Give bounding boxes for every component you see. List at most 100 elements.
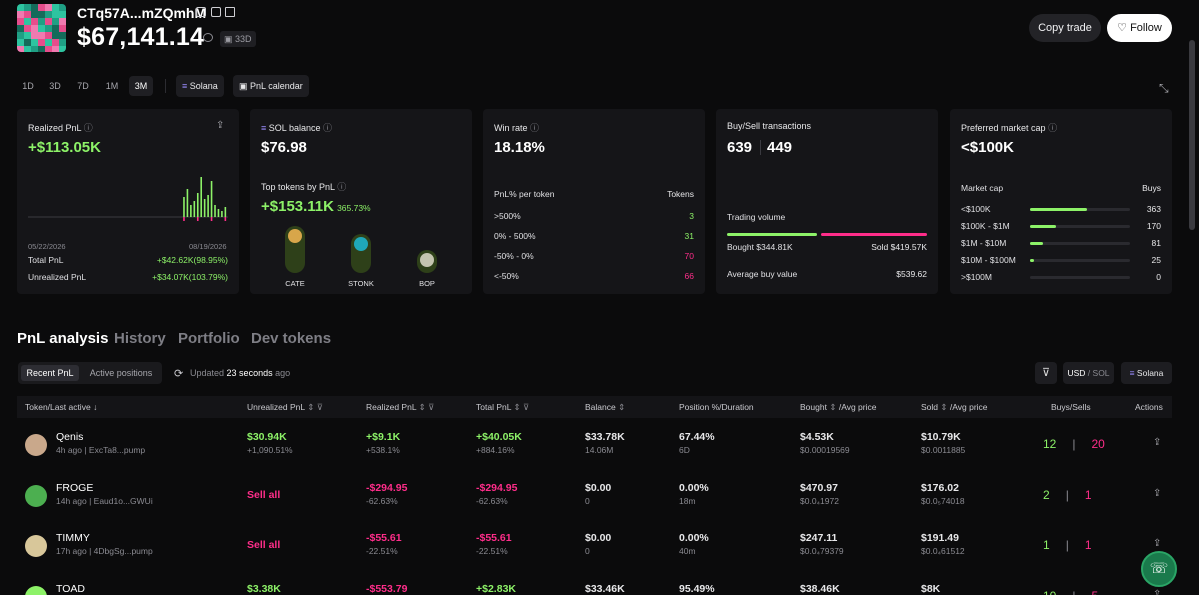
total-pnl-value: +$40.05K	[476, 431, 522, 443]
sold-volume: Sold $419.57K	[871, 242, 927, 252]
position-value: 95.49%	[679, 582, 715, 595]
tab-dev-tokens[interactable]: Dev tokens	[251, 330, 332, 347]
col-realized[interactable]: Realized PnL ⇕ ⊽	[366, 402, 435, 412]
bought-value: $470.97	[800, 481, 838, 494]
mcap-row-label: $100K - $1M	[961, 221, 1010, 231]
position: 95.49%	[679, 583, 715, 595]
collapse-icon[interactable]: ⤡	[1159, 81, 1169, 95]
share-icon[interactable]: ⇪	[1153, 437, 1162, 448]
total-pnl-value: +$42.62K(98.95%)	[156, 255, 228, 265]
tab-history[interactable]: History	[114, 330, 166, 347]
wallet-avatar	[17, 4, 66, 52]
col-total[interactable]: Total PnL ⇕ ⊽	[476, 402, 530, 412]
token-info[interactable]: FROGE 14h ago | Eaud1o...GWUi	[56, 482, 153, 506]
sold-value: $176.02	[921, 481, 959, 494]
external-link-icon[interactable]	[225, 7, 235, 17]
table-row[interactable]: TOAD $3.38K -$553.79 +$2.83K $33.46K 95.49% $3…	[17, 572, 1172, 595]
period-1m[interactable]: 1M	[105, 81, 119, 91]
position: 67.44% 6D	[679, 431, 715, 455]
page-scrollbar[interactable]	[1189, 40, 1195, 230]
edit-icon[interactable]	[196, 7, 206, 17]
pnl-calendar-button[interactable]: ▣ PnL calendar	[233, 75, 309, 97]
winrate-row-value: 70	[684, 251, 694, 261]
days-badge: ▣ 33D	[220, 31, 256, 47]
period-3m[interactable]: 3M	[129, 76, 153, 96]
balance: $33.78K 14.06M	[585, 431, 625, 455]
table-header: Token/Last active ↓ Unrealized PnL ⇕ ⊽ R…	[17, 396, 1172, 418]
tab-pnl-analysis[interactable]: PnL analysis	[17, 330, 109, 347]
calendar-icon: ▣	[239, 81, 251, 91]
sold-sub: $0.0₄61512	[921, 546, 965, 556]
recent-pnl-toggle[interactable]: Recent PnL	[21, 365, 79, 381]
buys-sells: 2 | 1	[1043, 487, 1092, 502]
token-info[interactable]: TIMMY 17h ago | 4DbgSg...pump	[56, 532, 153, 556]
col-bought[interactable]: Bought ⇕ /Avg price	[800, 402, 877, 412]
share-icon[interactable]: ⇪	[1153, 538, 1162, 549]
token-info[interactable]: Qenis 4h ago | ExcTa8...pump	[56, 431, 145, 455]
bought: $247.11 $0.0₄79379	[800, 532, 844, 556]
support-chat-icon[interactable]: ☏	[1141, 551, 1177, 587]
sort-down-icon: ↓	[93, 402, 98, 412]
unrealized-pnl[interactable]: Sell all	[247, 539, 280, 551]
balance: $0.00 0	[585, 532, 611, 556]
unrealized-pnl[interactable]: Sell all	[247, 489, 280, 501]
wallet-address[interactable]: CTq57A...mZQmhM	[77, 5, 207, 21]
buys-count: 639	[727, 139, 753, 156]
currency-toggle[interactable]: USD / SOL	[1063, 362, 1114, 384]
eye-off-icon[interactable]	[203, 33, 213, 42]
position: 0.00% 18m	[679, 482, 709, 506]
bought-sub: $0.0₄79379	[800, 546, 844, 556]
table-row[interactable]: Qenis 4h ago | ExcTa8...pump $30.94K +1,090…	[17, 420, 1172, 470]
col-balance[interactable]: Balance ⇕	[585, 402, 626, 412]
solana-icon: ≡	[182, 81, 190, 91]
pnl-bar-negative	[183, 217, 185, 221]
col-token[interactable]: Token/Last active ↓	[25, 402, 98, 412]
total-pnl: +$40.05K +884.16%	[476, 431, 522, 455]
unrealized-pnl-value: Sell all	[247, 539, 281, 551]
solana-icon: ≡	[261, 123, 269, 133]
table-chain-selector[interactable]: ≡ Solana	[1121, 362, 1172, 384]
chain-selector[interactable]: ≡ Solana	[176, 75, 224, 97]
pnl-bar	[210, 181, 213, 217]
active-positions-toggle[interactable]: Active positions	[89, 368, 153, 378]
unrealized-pnl: $3.38K	[247, 583, 281, 595]
token-avatar	[25, 535, 47, 557]
buy-sell-title: Buy/Sell transactions	[727, 121, 812, 131]
table-row[interactable]: FROGE 14h ago | Eaud1o...GWUi Sell all -$29…	[17, 471, 1172, 521]
period-7d[interactable]: 7D	[77, 81, 89, 91]
filter-clear-icon[interactable]: ⊽	[1035, 362, 1057, 384]
total-pnl-sub: -62.63%	[476, 495, 508, 506]
col-unrealized[interactable]: Unrealized PnL ⇕ ⊽	[247, 402, 323, 412]
token-avatar	[25, 585, 47, 595]
mcap-row-value: 81	[1151, 238, 1161, 248]
wallet-balance: $67,141.14	[77, 23, 205, 51]
filter-icon: ⊽	[316, 402, 323, 412]
copy-trade-button[interactable]: Copy trade	[1029, 14, 1101, 42]
pnl-bar	[221, 211, 223, 217]
win-rate-card: Win rate ⓘ 18.18% PnL% per token Tokens …	[483, 109, 705, 294]
tab-portfolio[interactable]: Portfolio	[178, 330, 240, 347]
bought-sub: $0.00019569	[800, 445, 850, 455]
token-label: BOP	[419, 279, 435, 288]
table-row[interactable]: TIMMY 17h ago | 4DbgSg...pump Sell all -$55…	[17, 521, 1172, 571]
realized-pnl: -$55.61 -22.51%	[366, 532, 402, 556]
refresh-icon[interactable]: ⟳	[174, 368, 184, 380]
balance-value: $33.46K	[585, 582, 625, 595]
col-position[interactable]: Position %/Duration	[679, 402, 754, 412]
token-info[interactable]: TOAD	[56, 583, 85, 595]
share-icon[interactable]: ⇪	[1153, 588, 1162, 595]
win-rate-value: 18.18%	[494, 139, 545, 156]
pnl-per-token-label: PnL% per token	[494, 189, 555, 199]
copy-icon[interactable]	[211, 7, 221, 17]
info-icon: ⓘ	[322, 123, 332, 133]
sells-count: 5	[1091, 589, 1098, 595]
share-icon[interactable]: ⇪	[216, 120, 225, 131]
period-3d[interactable]: 3D	[49, 81, 61, 91]
token-avatar	[25, 484, 47, 507]
follow-button[interactable]: ♡ Follow	[1107, 14, 1172, 42]
col-sold[interactable]: Sold ⇕ /Avg price	[921, 402, 988, 412]
token-name: Qenis	[56, 431, 84, 443]
sold: $176.02 $0.0₅74018	[921, 482, 965, 506]
period-1d[interactable]: 1D	[22, 81, 34, 91]
share-icon[interactable]: ⇪	[1153, 487, 1162, 499]
